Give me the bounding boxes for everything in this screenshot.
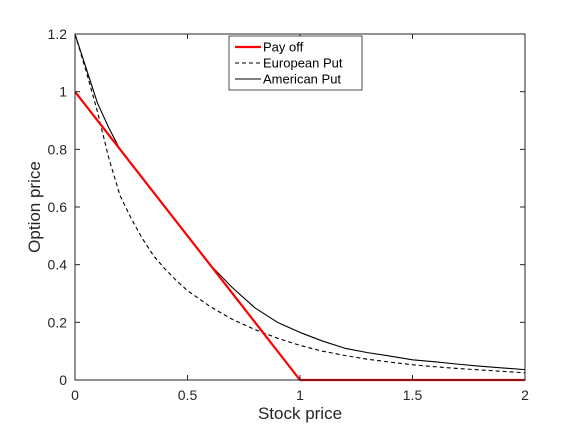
x-axis: 0 0.5 1 1.5 2 — [71, 34, 529, 403]
y-tick-label: 0.6 — [48, 199, 68, 215]
series-line-american-put — [74, 33, 526, 371]
x-tick-label: 1 — [296, 387, 304, 403]
y-tick-label: 1 — [59, 84, 67, 100]
legend-label: Pay off — [263, 40, 304, 55]
y-tick-label: 0.4 — [48, 257, 68, 273]
legend-label: American Put — [263, 72, 341, 87]
y-tick-label: 0 — [59, 372, 67, 388]
y-tick-label: 1.2 — [48, 26, 68, 42]
y-axis: 0 0.2 0.4 0.6 0.8 1 1.2 — [48, 26, 525, 388]
y-tick-label: 0.2 — [48, 314, 68, 330]
legend-label: European Put — [263, 56, 343, 71]
y-axis-label: Option price — [25, 161, 44, 253]
x-tick-label: 0 — [71, 387, 79, 403]
x-axis-label: Stock price — [258, 404, 342, 423]
x-tick-label: 0.5 — [178, 387, 198, 403]
y-tick-label: 0.8 — [48, 141, 68, 157]
x-tick-label: 2 — [521, 387, 529, 403]
x-tick-label: 1.5 — [403, 387, 423, 403]
series-line-european-put — [74, 33, 526, 374]
